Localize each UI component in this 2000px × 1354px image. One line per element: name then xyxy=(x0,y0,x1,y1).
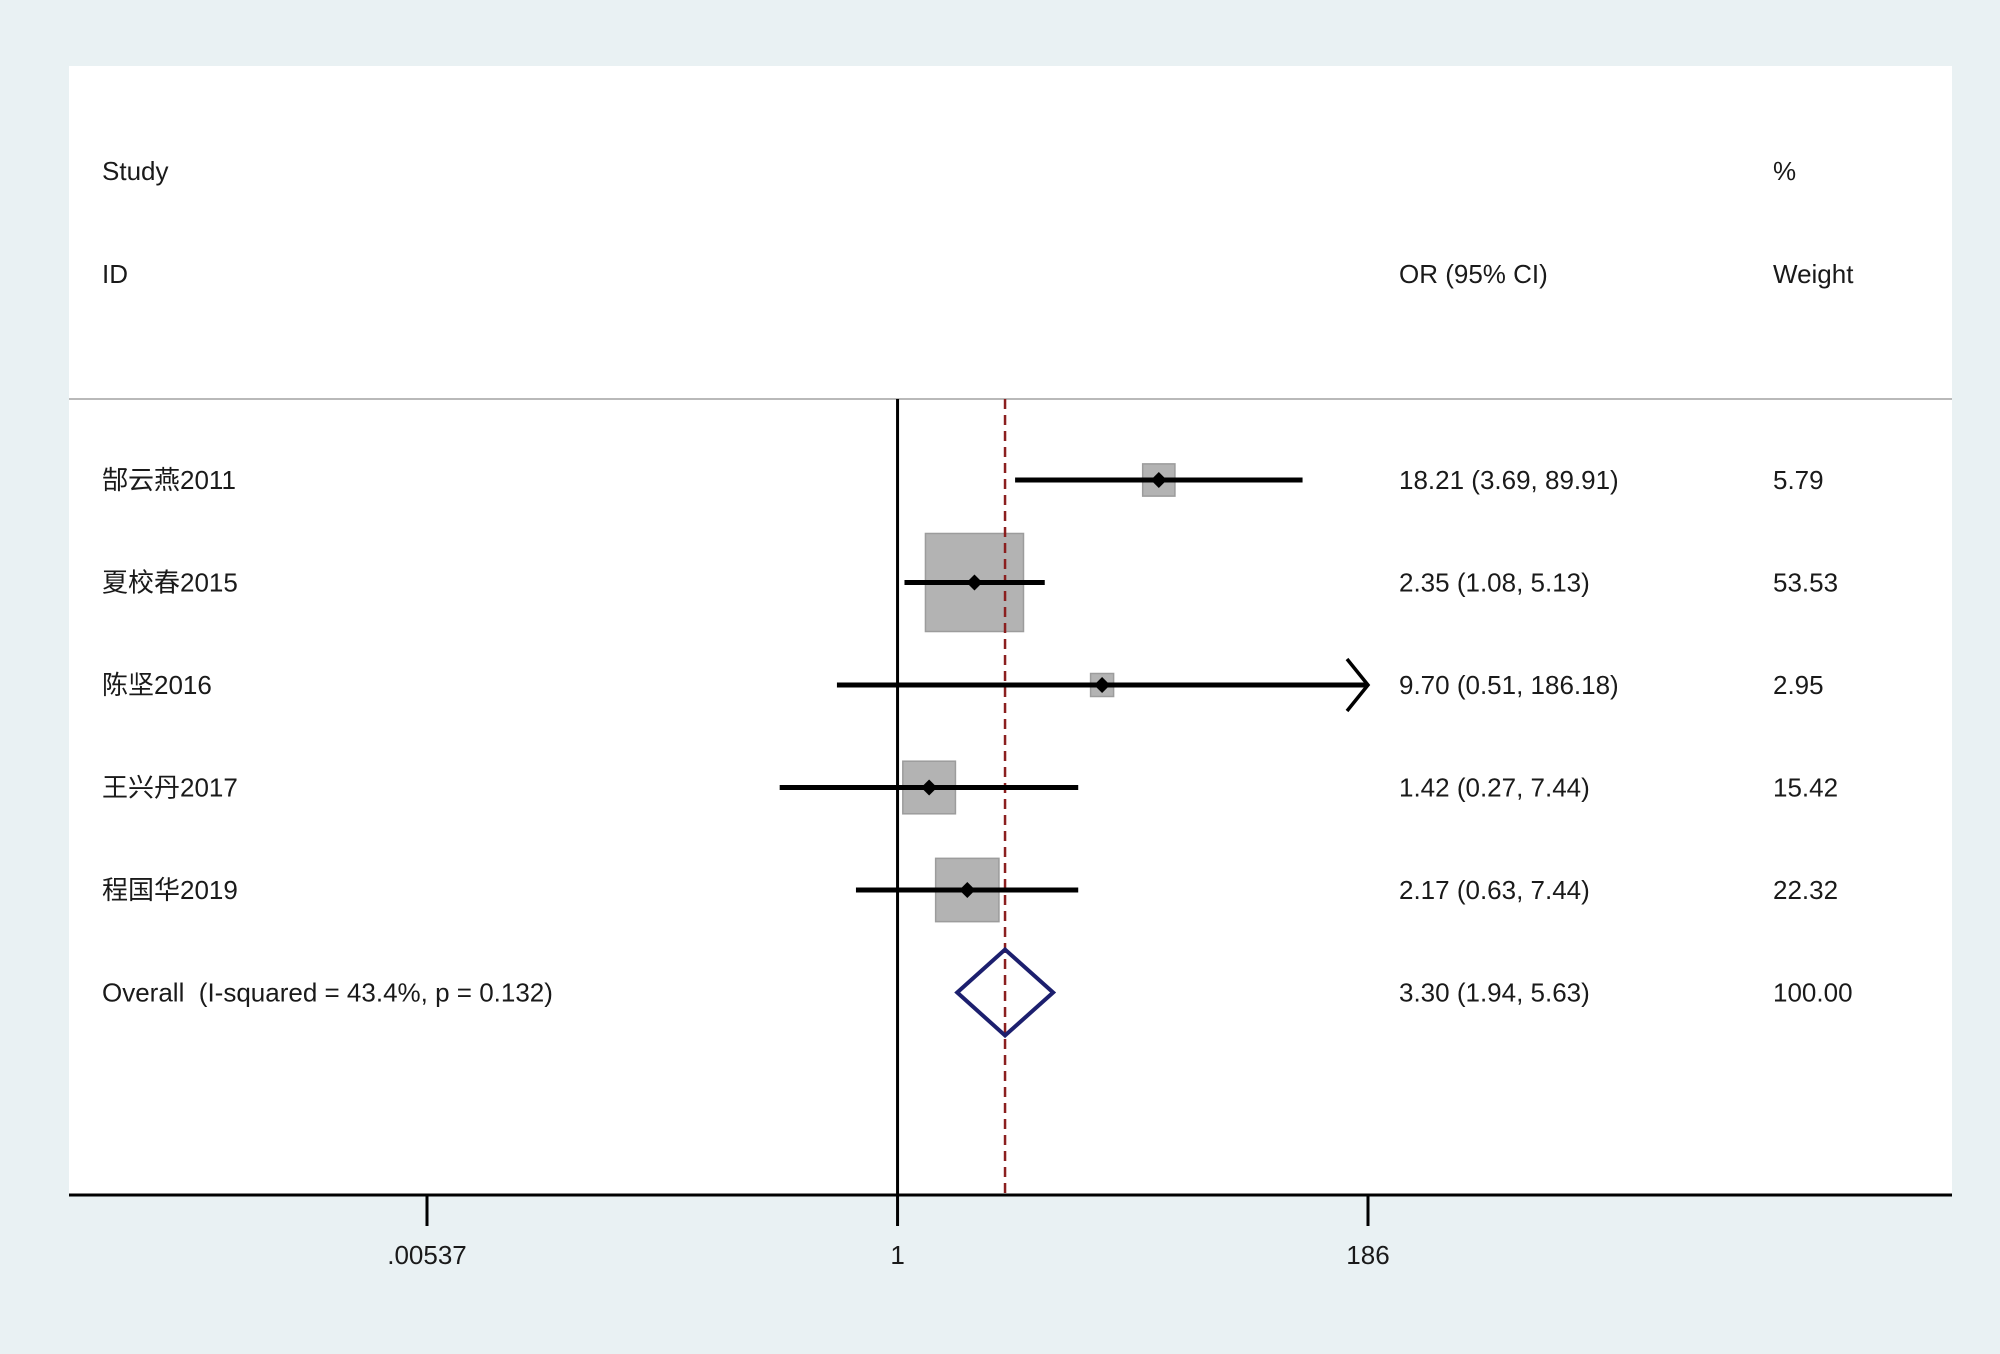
weight-value: 53.53 xyxy=(1773,568,1838,598)
x-axis: .00537 1 186 xyxy=(69,1193,1952,1270)
id-header: ID xyxy=(102,259,128,289)
weight-value: 15.42 xyxy=(1773,773,1838,803)
column-headers: Study ID OR (95% CI) % Weight xyxy=(102,156,1854,289)
or-ci-value: 2.35 (1.08, 5.13) xyxy=(1399,568,1590,598)
point-estimate-marker xyxy=(1150,472,1167,488)
point-estimate-marker xyxy=(959,882,976,898)
percent-header: % xyxy=(1773,156,1796,186)
point-estimate-marker xyxy=(921,779,938,796)
study-row: 郜云燕2011 18.21 (3.69, 89.91) 5.79 xyxy=(102,465,1824,495)
x-axis-tick-label: .00537 xyxy=(387,1240,467,1270)
study-header: Study xyxy=(102,156,169,186)
point-estimates xyxy=(921,472,1167,898)
weight-value: 2.95 xyxy=(1773,670,1824,700)
overall-estimate xyxy=(954,946,1057,1039)
overall-diamond xyxy=(954,946,1057,1039)
weight-value: 5.79 xyxy=(1773,465,1824,495)
point-estimate-marker xyxy=(966,574,983,591)
weight-header: Weight xyxy=(1773,259,1854,289)
study-row: 程国华2019 2.17 (0.63, 7.44) 22.32 xyxy=(102,875,1838,905)
overall-label: Overall (I-squared = 43.4%, p = 0.132) xyxy=(102,978,553,1008)
point-estimate-marker xyxy=(1094,677,1111,693)
study-id-label: 陈坚2016 xyxy=(102,670,212,700)
weight-value: 22.32 xyxy=(1773,875,1838,905)
study-id-label: 王兴丹2017 xyxy=(102,773,238,803)
or-ci-value: 2.17 (0.63, 7.44) xyxy=(1399,875,1590,905)
or-ci-header: OR (95% CI) xyxy=(1399,259,1548,289)
overall-or-ci-value: 3.30 (1.94, 5.63) xyxy=(1399,978,1590,1008)
study-row: 夏校春2015 2.35 (1.08, 5.13) 53.53 xyxy=(102,568,1838,598)
study-id-label: 郜云燕2011 xyxy=(102,465,236,495)
ci-truncation-arrow xyxy=(1345,657,1371,713)
study-id-label: 夏校春2015 xyxy=(102,568,238,598)
study-id-label: 程国华2019 xyxy=(102,875,238,905)
or-ci-value: 18.21 (3.69, 89.91) xyxy=(1399,465,1619,495)
study-row: 王兴丹2017 1.42 (0.27, 7.44) 15.42 xyxy=(102,773,1838,803)
study-rows: 郜云燕2011 18.21 (3.69, 89.91) 5.79 夏校春2015… xyxy=(102,465,1853,1008)
study-row: 陈坚2016 9.70 (0.51, 186.18) 2.95 xyxy=(102,670,1824,700)
overall-row: Overall (I-squared = 43.4%, p = 0.132) 3… xyxy=(102,978,1853,1008)
or-ci-value: 9.70 (0.51, 186.18) xyxy=(1399,670,1619,700)
or-ci-value: 1.42 (0.27, 7.44) xyxy=(1399,773,1590,803)
x-axis-tick-label: 186 xyxy=(1346,1240,1389,1270)
x-axis-tick-label: 1 xyxy=(890,1240,904,1270)
overall-weight-value: 100.00 xyxy=(1773,978,1853,1008)
reference-lines xyxy=(896,399,1007,1195)
